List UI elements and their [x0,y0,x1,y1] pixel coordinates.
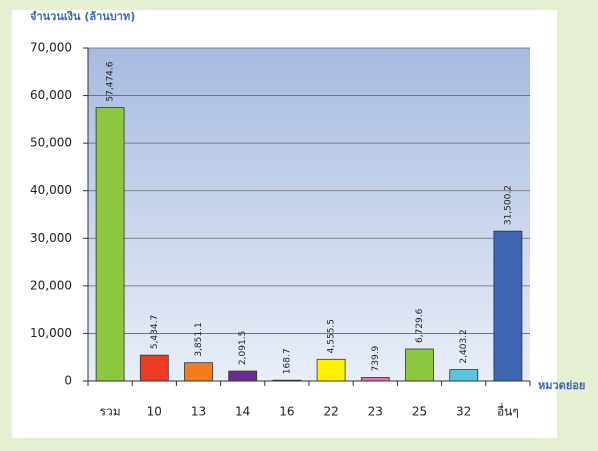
x-axis-title: หมวดย่อย [538,379,585,392]
bar [228,370,258,382]
y-tick-label: 70,000 [30,41,72,55]
x-tick-label: รวม [100,405,121,419]
x-tick-label: 16 [279,405,294,419]
x-tick-label: 14 [235,405,250,419]
bar [405,348,434,382]
x-tick-label: 25 [412,405,427,419]
data-label: 3,851.1 [194,322,204,356]
data-label: 6,729.6 [415,308,425,343]
y-axis-title: จำนวนเงิน (ล้านบาท) [30,10,135,23]
y-tick-label: 30,000 [30,231,72,245]
bar [449,369,479,382]
bar [316,358,346,382]
data-label: 57,474.6 [106,61,116,101]
data-label: 4,555.5 [327,319,337,353]
data-label: 5,434.7 [150,315,160,349]
y-tick-label: 20,000 [30,278,72,292]
x-tick-label: อื่นๆ [497,403,519,419]
data-label: 739.9 [371,345,381,371]
bar [493,230,523,382]
y-tick-label: 50,000 [30,136,72,150]
x-tick-label: 23 [368,405,383,419]
y-tick-label: 0 [64,374,72,388]
x-tick-label: 22 [323,405,338,419]
data-label: 168.7 [282,348,292,374]
y-tick-label: 10,000 [30,326,72,340]
data-label: 2,403.2 [459,329,469,363]
bar [95,107,125,382]
y-tick-label: 60,000 [30,88,72,102]
data-label: 2,091.5 [238,331,248,365]
x-tick-label: 10 [147,405,162,419]
bar [360,377,390,382]
x-tick-label: 13 [191,405,206,419]
bar [184,362,213,382]
bar [139,354,169,382]
plot-area [88,48,530,381]
data-label: 31,500.2 [503,185,513,225]
x-tick-label: 32 [456,405,471,419]
y-tick-label: 40,000 [30,183,72,197]
